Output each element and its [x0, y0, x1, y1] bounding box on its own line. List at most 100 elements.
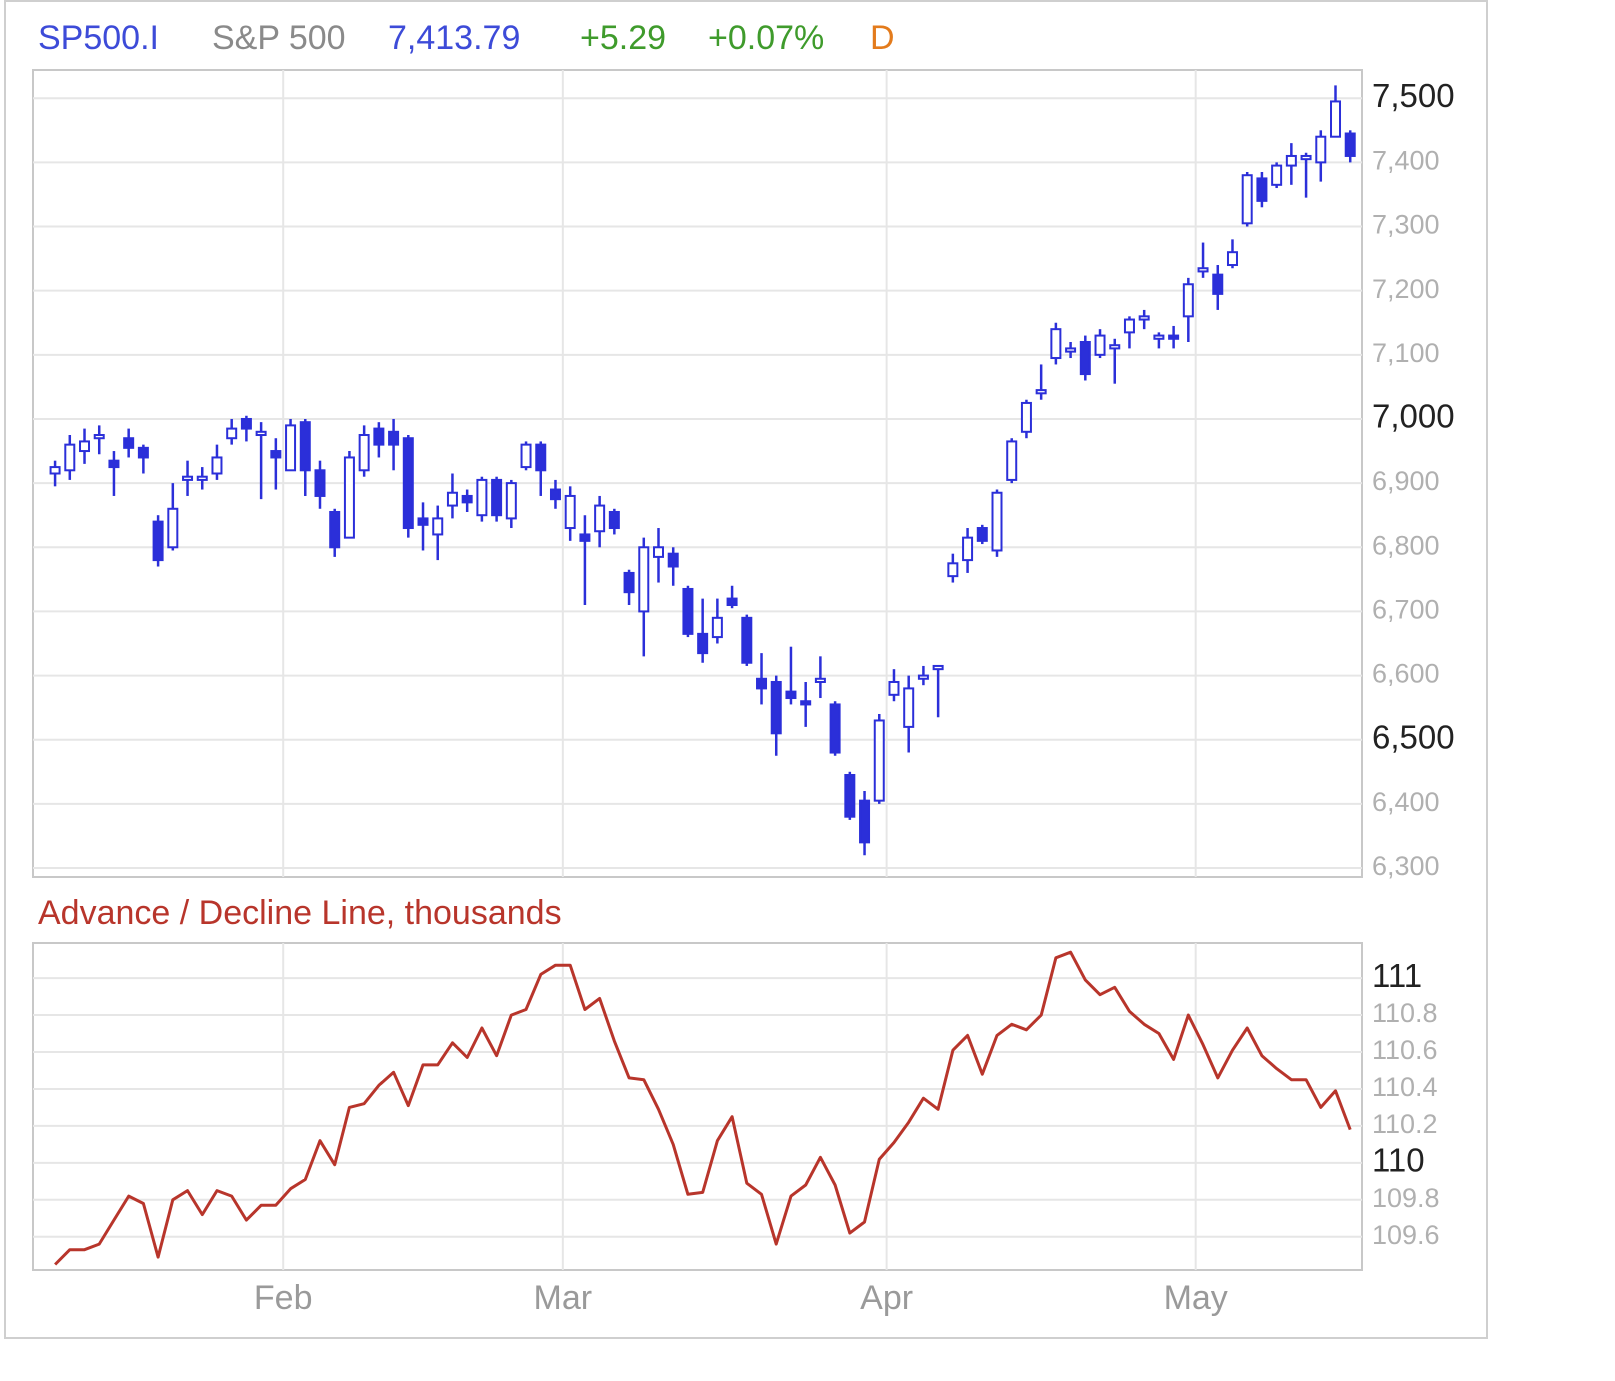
candle-body	[64, 443, 76, 472]
y-tick-label: 6,500	[1372, 718, 1455, 755]
candle-body	[741, 616, 753, 664]
candle-body	[299, 421, 311, 472]
y-tick-label: 6,400	[1372, 787, 1440, 817]
candle-body	[1271, 164, 1283, 186]
change-pct: +0.07%	[708, 19, 824, 57]
candle-body	[652, 546, 664, 558]
candle-body	[505, 482, 517, 520]
candle-body	[446, 491, 458, 507]
candle-body	[564, 494, 576, 530]
candle-body	[785, 690, 797, 700]
candle-body	[520, 443, 532, 469]
candle-body	[1153, 334, 1165, 340]
candle-body	[859, 799, 871, 844]
candle-body	[1256, 177, 1268, 202]
candle-body	[962, 536, 974, 562]
plot-area	[32, 69, 1363, 878]
candle-body	[638, 546, 650, 613]
candle-body	[800, 700, 812, 706]
candle-body	[1050, 328, 1062, 360]
candle-body	[402, 437, 414, 530]
y-tick-label: 7,200	[1372, 274, 1440, 304]
candle-body	[79, 440, 91, 453]
candle-body	[167, 507, 179, 549]
candle-body	[491, 478, 503, 517]
candle-body	[1079, 340, 1091, 376]
candle-body	[476, 478, 488, 517]
candle-body	[255, 430, 267, 437]
candle-body	[343, 456, 355, 539]
candle-body	[461, 494, 473, 504]
y-tick-label: 6,900	[1372, 466, 1440, 496]
candle-body	[329, 510, 341, 549]
panel-title: Advance / Decline Line, thousands	[38, 894, 562, 932]
candle-body	[49, 466, 61, 475]
y-tick-label: 6,300	[1372, 851, 1440, 881]
candle-body	[388, 430, 400, 446]
candle-body	[1285, 154, 1297, 167]
last-price: 7,413.79	[388, 19, 520, 57]
candle-body	[814, 677, 826, 683]
candle-body	[976, 527, 988, 542]
candle-body	[270, 450, 282, 459]
candle-body	[1226, 251, 1238, 267]
candle-body	[358, 434, 370, 472]
y-tick-label: 109.8	[1372, 1183, 1440, 1213]
y-tick-label: 110.2	[1372, 1109, 1438, 1139]
y-tick-label: 110.6	[1372, 1035, 1438, 1065]
candle-body	[417, 517, 429, 526]
candle-body	[697, 632, 709, 655]
instrument-name: S&P 500	[212, 19, 346, 57]
candle-body	[226, 427, 238, 440]
candle-body	[873, 719, 885, 802]
plot-area	[32, 942, 1363, 1271]
interval: D	[870, 19, 895, 57]
candle-body	[1182, 283, 1194, 318]
candle-body	[1123, 318, 1135, 334]
candle-body	[1138, 315, 1150, 321]
candle-body	[1168, 334, 1180, 340]
x-tick-label: May	[1164, 1279, 1228, 1317]
y-tick-label: 111	[1372, 957, 1422, 994]
candle-body	[1197, 267, 1209, 273]
y-tick-label: 110.4	[1372, 1072, 1438, 1102]
y-tick-label: 7,300	[1372, 210, 1440, 240]
candle-body	[196, 475, 208, 481]
candle-body	[123, 437, 135, 449]
y-tick-label: 7,100	[1372, 338, 1440, 368]
x-tick-label: Apr	[860, 1279, 913, 1317]
candle-body	[93, 434, 105, 440]
x-tick-label: Feb	[254, 1279, 313, 1317]
candle-body	[211, 456, 223, 475]
candle-body	[549, 488, 561, 501]
candle-body	[285, 424, 297, 472]
candle-body	[1094, 334, 1106, 356]
candle-body	[770, 680, 782, 735]
candle-body	[682, 587, 694, 635]
candle-body	[726, 597, 738, 607]
y-tick-label: 6,800	[1372, 530, 1440, 560]
candle-body	[373, 427, 385, 446]
candle-body	[917, 674, 929, 680]
ad-line	[54, 950, 1352, 1266]
candle-body	[932, 664, 944, 671]
x-tick-label: Mar	[534, 1279, 593, 1317]
y-tick-label: 110.8	[1372, 998, 1438, 1028]
candle-body	[1035, 389, 1047, 395]
candle-body	[1020, 401, 1032, 433]
candle-body	[947, 562, 959, 578]
y-tick-label: 6,700	[1372, 595, 1440, 625]
y-tick-label: 6,600	[1372, 659, 1440, 689]
candle-body	[991, 491, 1003, 552]
candle-body	[608, 510, 620, 530]
candle-body	[844, 774, 856, 818]
candle-body	[594, 504, 606, 533]
candle-body	[579, 533, 591, 542]
candle-body	[1109, 344, 1121, 350]
y-tick-label: 7,500	[1372, 77, 1455, 114]
candle-body	[888, 680, 900, 696]
y-tick-label: 7,000	[1372, 398, 1455, 435]
candle-body	[1330, 100, 1342, 138]
candle-body	[1006, 440, 1018, 481]
